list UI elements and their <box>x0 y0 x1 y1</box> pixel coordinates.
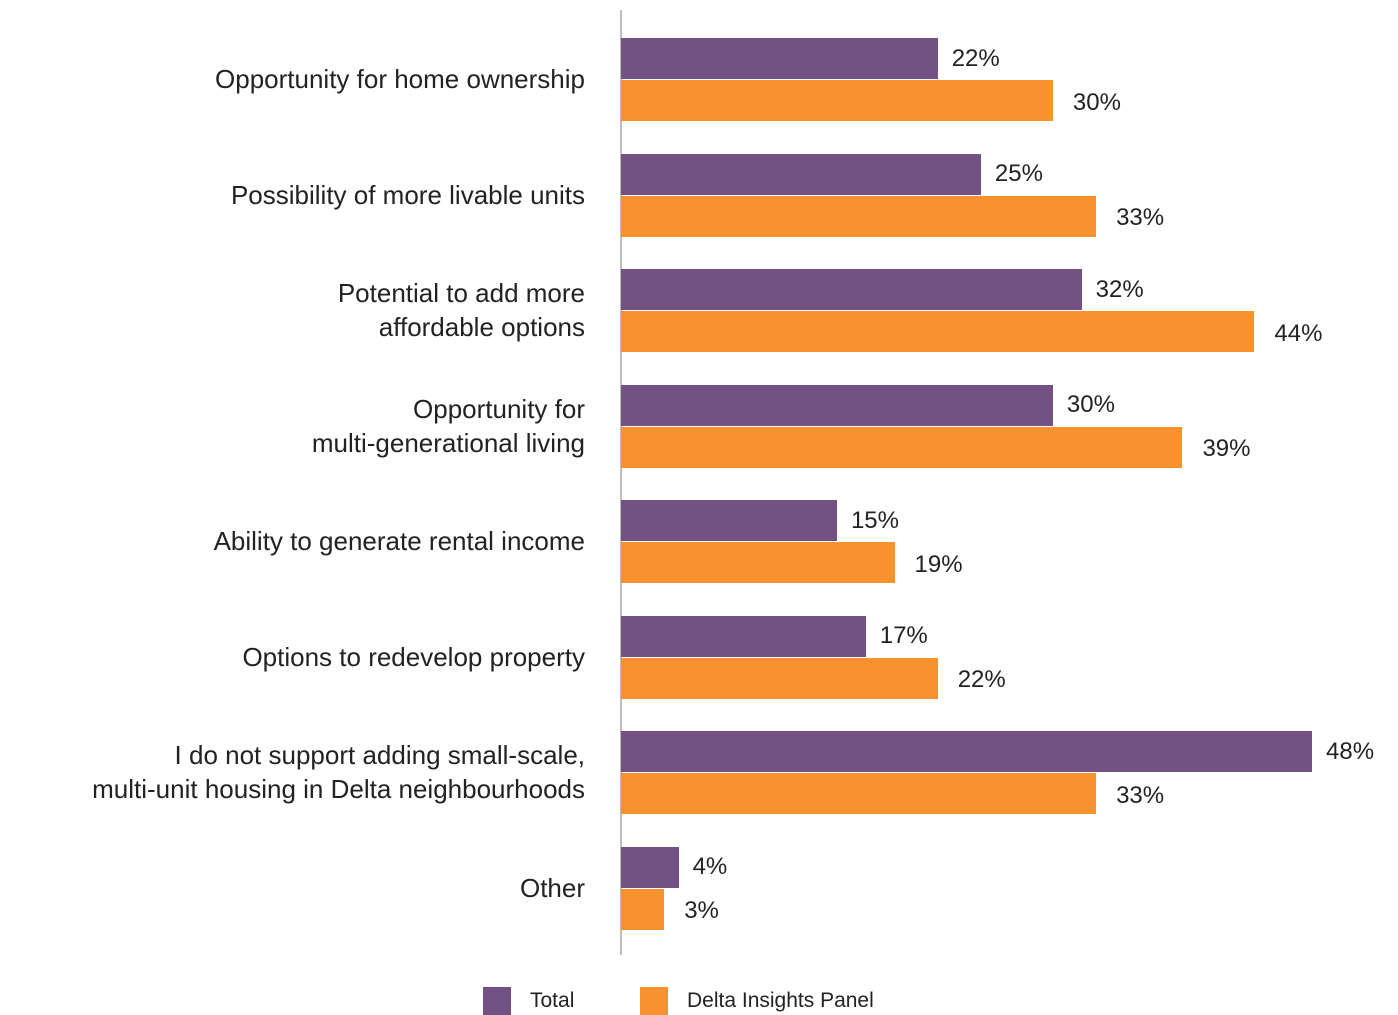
bar <box>621 311 1255 352</box>
axis-line <box>620 10 622 955</box>
value-label: 48% <box>1326 737 1375 765</box>
legend-swatch <box>640 987 668 1015</box>
value-label: 22% <box>951 44 1000 72</box>
bar <box>621 269 1082 310</box>
legend-label: Delta Insights Panel <box>687 989 874 1012</box>
legend-label: Total <box>530 989 575 1012</box>
legend-swatch <box>483 987 511 1015</box>
value-label: 17% <box>879 622 928 649</box>
bar <box>621 426 1183 468</box>
bar <box>621 384 1053 426</box>
value-label: 4% <box>692 853 728 880</box>
category-label: Possibility of more livable units <box>230 179 585 210</box>
category-label: Options to redevelop property <box>242 641 585 672</box>
category-label: Opportunity for home ownership <box>215 64 585 94</box>
value-label: 3% <box>684 897 719 924</box>
bar <box>621 38 938 79</box>
bar <box>621 888 665 930</box>
bar <box>621 153 981 195</box>
value-label: 15% <box>850 506 899 534</box>
category-label: Potential to add more affordable options <box>337 278 585 342</box>
value-label: 22% <box>957 666 1006 693</box>
bar <box>621 500 837 541</box>
value-label: 30% <box>1072 88 1121 116</box>
bar <box>621 773 1097 814</box>
value-label: 44% <box>1274 319 1323 347</box>
bar <box>621 542 895 583</box>
category-label: Opportunity for multi-generational livin… <box>311 393 585 458</box>
value-label: 32% <box>1095 275 1144 303</box>
bar <box>621 195 1097 237</box>
category-label: I do not support adding small-scale, mul… <box>92 740 585 804</box>
value-label: 33% <box>1116 204 1165 231</box>
category-label: Other <box>519 872 585 903</box>
value-label: 30% <box>1066 391 1115 418</box>
value-label: 19% <box>914 550 963 578</box>
bar <box>621 846 679 888</box>
bar <box>621 615 866 657</box>
value-label: 33% <box>1116 781 1165 809</box>
value-label: 25% <box>994 160 1043 187</box>
category-label: Ability to generate rental income <box>213 526 585 556</box>
bar <box>621 80 1053 121</box>
bar <box>621 731 1312 772</box>
value-label: 39% <box>1202 435 1251 462</box>
bar <box>621 657 938 699</box>
